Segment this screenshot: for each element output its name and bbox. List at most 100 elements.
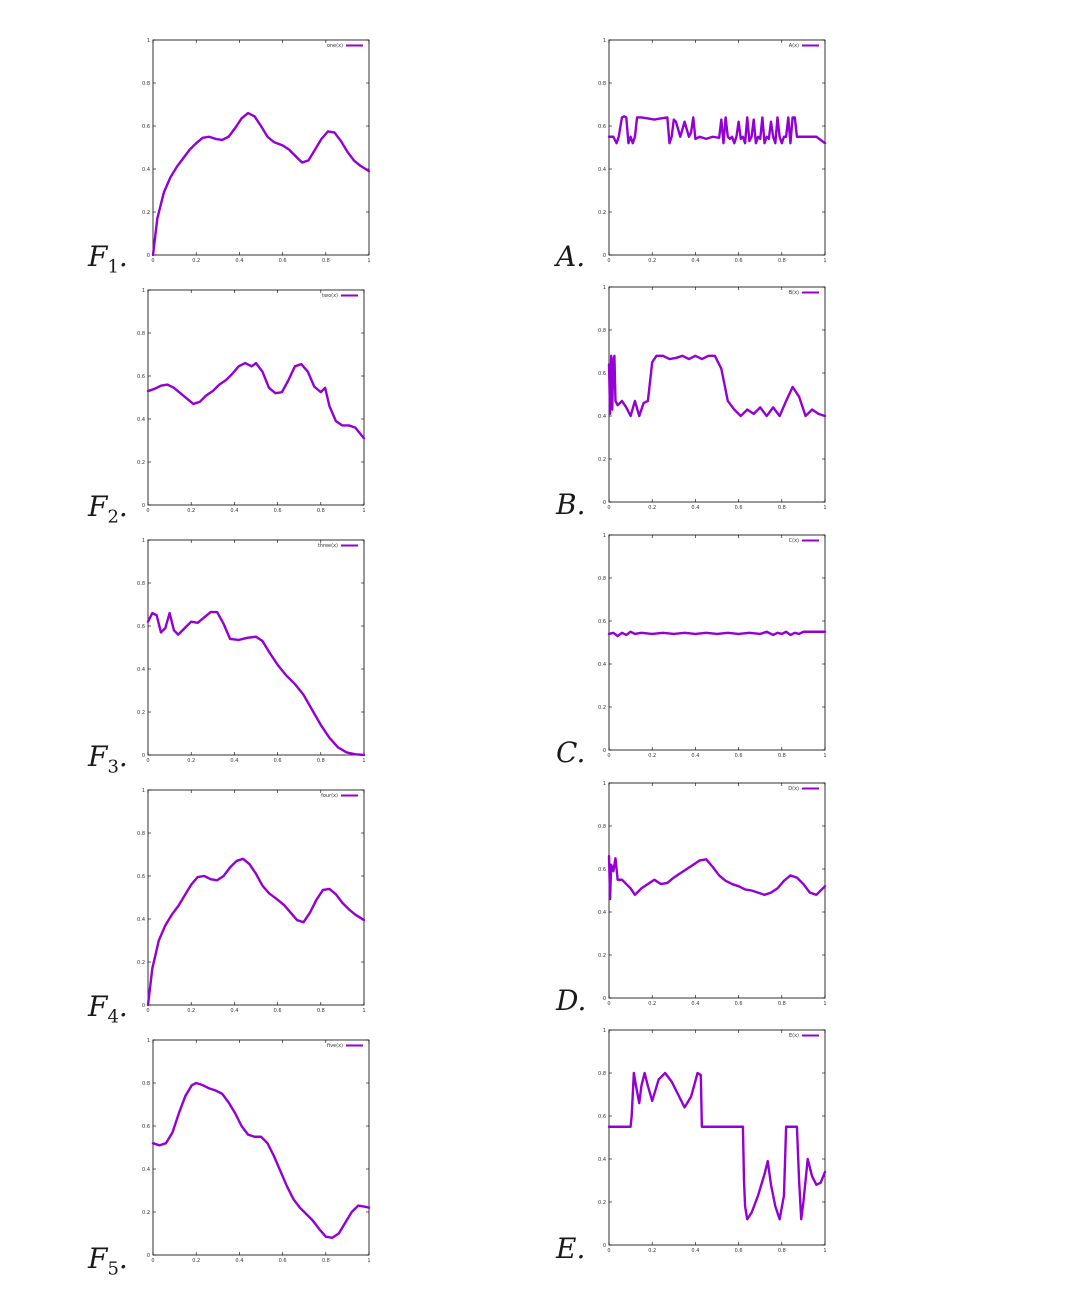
y-tick-label: 0.6 [142,1124,150,1130]
panel-label-letter: F [88,240,108,273]
chart-panel-e: 0 0.2 0.4 0.6 0.8 1 0 0.2 0.4 0.6 0.8 1 E(x) [595,1026,835,1257]
series-line-d [607,854,827,901]
panel-label-letter: F [88,1242,108,1275]
plot-frame [147,289,365,506]
x-tick-label: 1 [367,258,370,264]
chart-panel-f1: 0 0.2 0.4 0.6 0.8 1 0 0.2 0.4 0.6 0.8 1 one(x) [139,36,379,267]
legend-label: three(x) [318,543,338,549]
chart-svg-f1: 0 0.2 0.4 0.6 0.8 1 0 0.2 0.4 0.6 0.8 1 one(x) [142,38,371,264]
x-tick-label: 0.8 [317,508,325,514]
x-tick-label: 0 [146,508,149,514]
y-tick-label: 0.8 [137,831,145,837]
y-tick-label: 0 [603,1243,606,1249]
y-tick-label: 0 [603,996,606,1002]
x-tick-label: 1 [823,753,826,759]
panel-label-f1: F1. [88,240,128,278]
x-tick-label: 0.4 [691,1248,699,1254]
x-tick-label: 0.6 [274,1008,282,1014]
x-tick-label: 0.6 [735,1001,743,1007]
x-tick-label: 0 [146,758,149,764]
x-tick-label: 1 [362,508,365,514]
x-tick-label: 0.4 [235,258,243,264]
y-tick-label: 0.4 [142,1167,150,1173]
x-tick-label: 0 [146,1008,149,1014]
y-tick-label: 0 [142,1003,145,1009]
panel-label-period: . [576,736,586,769]
y-tick-label: 0.2 [137,960,145,966]
y-tick-label: 0.4 [137,417,145,423]
y-tick-label: 0.6 [598,1114,606,1120]
y-tick-label: 0.6 [137,874,145,880]
x-tick-label: 0.8 [317,1008,325,1014]
chart-panel-d: 0 0.2 0.4 0.6 0.8 1 0 0.2 0.4 0.6 0.8 1 D(x) [595,779,835,1010]
panel-label-letter: F [88,740,108,773]
chart-svg-e: 0 0.2 0.4 0.6 0.8 1 0 0.2 0.4 0.6 0.8 1 E(x) [598,1028,827,1254]
y-tick-label: 1 [142,538,145,544]
x-tick-label: 0.6 [279,258,287,264]
series-line-c [607,630,827,638]
x-tick-label: 0.8 [322,1258,330,1264]
y-tick-label: 0.6 [137,624,145,630]
x-tick-label: 0 [607,1001,610,1007]
plot-frame [608,39,826,256]
y-tick-label: 0.6 [598,867,606,873]
y-tick-label: 0.2 [598,705,606,711]
y-tick-label: 1 [603,533,606,539]
y-tick-label: 0.4 [598,910,606,916]
plot-frame [147,539,365,756]
x-tick-label: 0.8 [317,758,325,764]
x-tick-label: 0.6 [279,1258,287,1264]
y-tick-label: 0.8 [137,581,145,587]
y-tick-label: 0.6 [598,371,606,377]
panel-label-period: . [576,1232,586,1265]
y-tick-label: 0 [147,253,150,259]
y-tick-label: 0.4 [598,662,606,668]
x-tick-label: 0.4 [230,758,238,764]
y-tick-label: 0.8 [598,328,606,334]
x-tick-label: 0.2 [192,1258,200,1264]
panel-label-letter: C [556,736,577,769]
y-tick-label: 1 [603,285,606,291]
y-tick-label: 0.8 [142,1081,150,1087]
x-tick-label: 0.2 [192,258,200,264]
x-tick-label: 0.6 [274,758,282,764]
y-tick-label: 1 [147,38,150,44]
y-tick-label: 1 [142,288,145,294]
plot-frame [147,789,365,1006]
plot-frame [152,39,370,256]
panel-label-subscript: 2 [107,506,119,528]
x-tick-label: 0.2 [648,505,656,511]
y-tick-label: 0.4 [142,167,150,173]
y-tick-label: 0.2 [142,210,150,216]
panel-label-c: C. [556,736,585,769]
legend-label: B(x) [789,290,799,296]
plot-frame [152,1039,370,1256]
y-tick-label: 0 [142,753,145,759]
chart-panel-f2: 0 0.2 0.4 0.6 0.8 1 0 0.2 0.4 0.6 0.8 1 two(x) [134,286,374,517]
x-tick-label: 0.8 [778,1001,786,1007]
panel-label-period: . [118,1242,128,1275]
y-tick-label: 0.6 [142,124,150,130]
x-tick-label: 0.6 [735,258,743,264]
panel-label-subscript: 4 [107,1006,119,1028]
chart-panel-c: 0 0.2 0.4 0.6 0.8 1 0 0.2 0.4 0.6 0.8 1 C(x) [595,531,835,762]
panel-label-period: . [576,488,586,521]
x-tick-label: 0.8 [778,258,786,264]
panel-label-letter: E [556,1232,577,1265]
y-tick-label: 1 [603,38,606,44]
panel-label-f2: F2. [88,490,128,528]
series-line-e [607,1071,827,1221]
x-tick-label: 0.2 [648,258,656,264]
x-tick-label: 0.4 [691,1001,699,1007]
panel-label-period: . [118,740,128,773]
chart-svg-f5: 0 0.2 0.4 0.6 0.8 1 0 0.2 0.4 0.6 0.8 1 five(x) [142,1038,371,1264]
x-tick-label: 0.4 [691,505,699,511]
x-tick-label: 1 [367,1258,370,1264]
panel-label-period: . [576,240,586,273]
plot-frame [608,534,826,751]
x-tick-label: 0.2 [648,1001,656,1007]
x-tick-label: 1 [823,258,826,264]
y-tick-label: 0.8 [598,1071,606,1077]
chart-svg-d: 0 0.2 0.4 0.6 0.8 1 0 0.2 0.4 0.6 0.8 1 D(x) [598,781,827,1007]
series-line-f2 [146,361,366,440]
